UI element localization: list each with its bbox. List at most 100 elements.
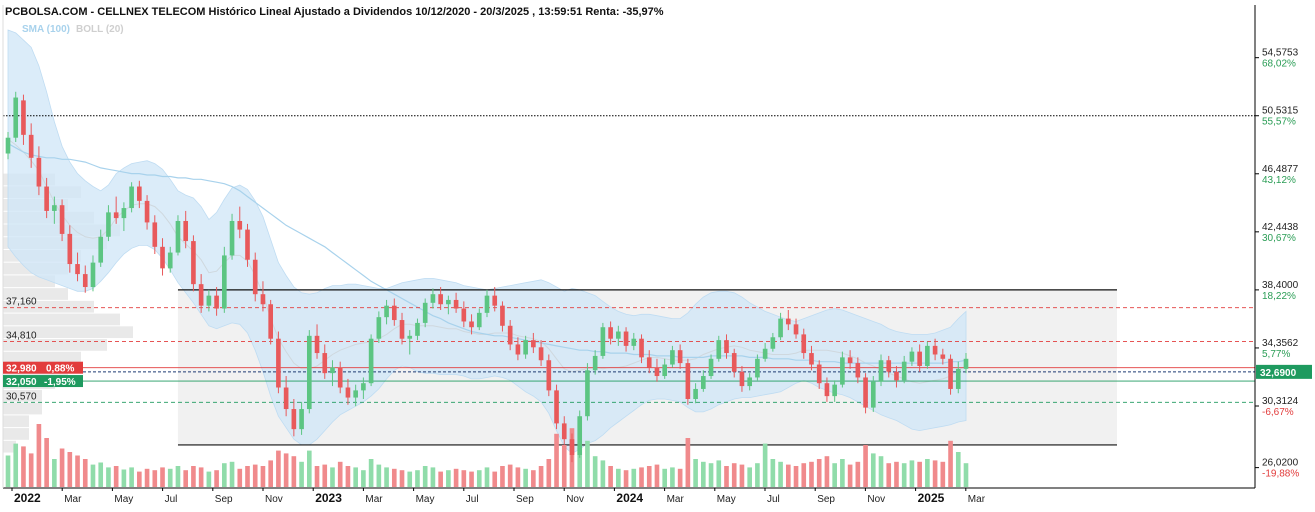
volume-bar <box>183 470 189 487</box>
candlestick <box>631 332 637 351</box>
candle-body <box>314 335 320 354</box>
candlestick <box>306 330 312 414</box>
volume-bar <box>731 463 737 487</box>
volume-bar <box>376 464 382 487</box>
y-tick-label: 26,0200 <box>1262 458 1299 469</box>
volume-bar <box>461 470 467 487</box>
candle-body <box>816 364 822 384</box>
volume-bar <box>229 461 235 487</box>
candle-body <box>631 338 637 346</box>
volume-bar <box>762 443 768 487</box>
candle-body <box>330 367 335 374</box>
candlestick <box>391 298 397 326</box>
volume-bar <box>137 471 142 487</box>
volume-profile-bar <box>3 313 120 326</box>
candlestick <box>894 365 899 388</box>
candle-body <box>5 137 11 154</box>
red-price-tag-text: 32,980 <box>6 364 37 375</box>
sma-100-line <box>7 142 967 364</box>
candlestick <box>654 358 660 382</box>
candlestick <box>955 361 961 394</box>
candle-body <box>940 354 946 359</box>
candlestick <box>801 328 807 359</box>
candle-body <box>167 252 173 269</box>
volume-bar <box>925 459 930 487</box>
volume-bar <box>878 456 884 487</box>
candle-body <box>299 409 304 430</box>
volume-bar <box>476 470 482 487</box>
candlestick <box>500 301 505 332</box>
candlestick <box>113 196 119 224</box>
volume-bar <box>13 443 19 487</box>
candlestick <box>809 345 814 371</box>
volume-bar <box>793 466 799 487</box>
volume-bar <box>268 460 273 487</box>
candle-body <box>894 371 899 381</box>
volume-bar <box>206 471 212 487</box>
candle-body <box>345 387 351 398</box>
candle-body <box>762 348 768 359</box>
candle-body <box>276 338 281 388</box>
candle-body <box>616 331 621 339</box>
volume-bar <box>963 463 969 487</box>
candlestick <box>685 358 691 405</box>
candlestick <box>44 177 49 219</box>
candle-body <box>554 390 559 424</box>
volume-bar <box>345 466 351 487</box>
candlestick <box>283 376 289 417</box>
volume-bar <box>90 464 96 487</box>
candlestick <box>260 281 266 312</box>
volume-bar <box>546 459 552 487</box>
candle-body <box>500 305 505 326</box>
candle-body <box>863 377 868 408</box>
candlestick <box>59 199 65 242</box>
candle-body <box>214 295 219 309</box>
candle-body <box>925 345 930 366</box>
volume-bar <box>252 464 258 487</box>
candle-body <box>322 353 328 374</box>
candle-body <box>693 388 698 399</box>
candle-body <box>685 363 691 399</box>
volume-bar <box>160 467 165 487</box>
candle-body <box>840 357 845 385</box>
candle-body <box>948 358 953 389</box>
candle-body <box>523 340 528 355</box>
volume-bar <box>5 455 11 487</box>
candle-body <box>67 233 73 265</box>
x-tick-label: Nov <box>265 494 283 505</box>
candlestick <box>507 320 513 351</box>
volume-bar <box>75 455 80 487</box>
candlestick <box>376 311 382 344</box>
candle-body <box>469 321 474 328</box>
candlestick <box>160 238 165 276</box>
volume-bar <box>245 466 250 487</box>
candlestick <box>214 287 219 316</box>
candle-body <box>337 367 343 388</box>
volume-bar <box>701 461 706 487</box>
x-tick-label: Jul <box>767 494 780 505</box>
x-tick-label: 2022 <box>14 491 41 505</box>
volume-bar <box>677 468 683 487</box>
candle-body <box>415 322 420 336</box>
candle-body <box>546 360 552 391</box>
candlestick <box>52 196 57 224</box>
candlestick <box>422 298 428 328</box>
candle-body <box>507 325 513 345</box>
candle-body <box>801 334 807 354</box>
candle-body <box>870 381 876 408</box>
candlestick <box>237 206 243 239</box>
volume-bar <box>222 463 227 487</box>
candlestick <box>345 378 351 405</box>
volume-bar <box>816 459 822 487</box>
candle-body <box>932 345 938 355</box>
candlestick <box>276 331 281 394</box>
candle-body <box>917 351 922 366</box>
volume-bar <box>98 462 104 487</box>
candle-body <box>662 364 668 377</box>
volume-profile-bar <box>3 339 107 351</box>
candlestick <box>5 131 11 160</box>
candle-body <box>106 212 111 237</box>
volume-bar <box>840 459 845 487</box>
candle-body <box>175 220 181 253</box>
candle-body <box>724 340 729 354</box>
